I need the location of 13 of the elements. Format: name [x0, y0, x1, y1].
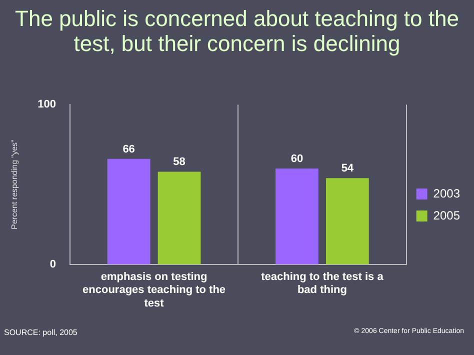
y-tick-label: 0	[50, 258, 56, 270]
x-tick-label: teaching to the test is a bad thing	[261, 271, 384, 296]
y-tick-label: 100	[38, 98, 56, 111]
legend-label: 2003	[433, 186, 460, 200]
y-axis-title: Percent responding "yes"	[10, 139, 20, 230]
chart-title: The public is concerned about teaching to the test, but their concern is declining	[14, 6, 460, 56]
data-label: 54	[341, 162, 354, 175]
data-label: 58	[173, 156, 186, 168]
data-label: 66	[122, 143, 135, 156]
data-label: 60	[290, 153, 304, 166]
x-tick-label: emphasis on testing encourages teaching to the test	[82, 271, 226, 310]
source-note: SOURCE: poll, 2005	[4, 328, 78, 337]
legend-label: 2005	[433, 208, 460, 222]
